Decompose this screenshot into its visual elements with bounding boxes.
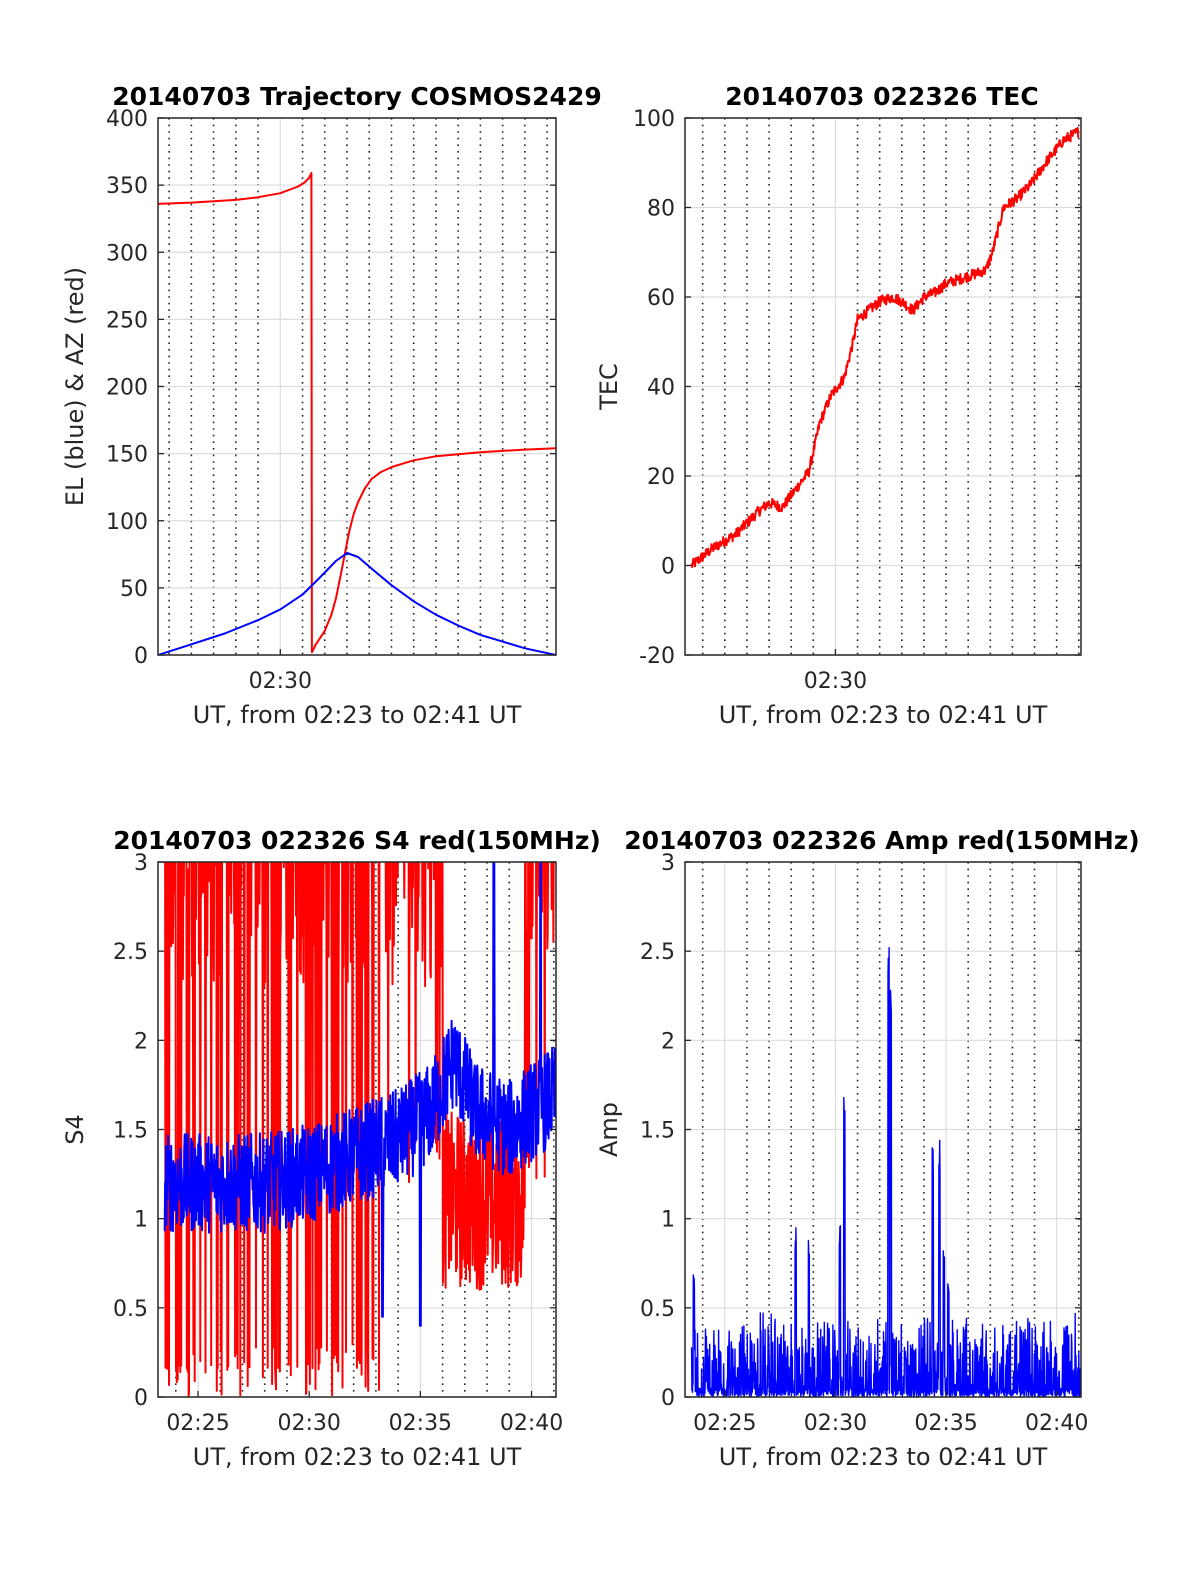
- chart-s4: 0 0.5 1 1.5 2 2.5 3 02:25 02:30 02:35 02:40 2014070…: [61, 826, 601, 1471]
- x-tick-label: 02:25: [693, 1411, 756, 1436]
- y-tick-label: 100: [633, 107, 675, 132]
- y-tick-label: 0: [134, 1386, 148, 1411]
- y-tick-label: 80: [647, 197, 675, 222]
- x-axis-label: UT, from 02:23 to 02:41 UT: [719, 701, 1048, 729]
- y-tick-label: 0.5: [640, 1297, 675, 1322]
- chart-tec: -20 0 20 40 60 80 100 02:30 20140703 022326 TEC U…: [595, 82, 1082, 729]
- chart-title: 20140703 022326 S4 red(150MHz): [113, 826, 601, 855]
- x-tick-label: 02:40: [500, 1411, 563, 1436]
- y-tick-label: 2.5: [640, 940, 675, 965]
- y-tick-label: 150: [106, 443, 148, 468]
- y-tick-label: 2: [661, 1029, 675, 1054]
- series-group: [158, 172, 556, 655]
- y-tick-label: 0: [134, 644, 148, 669]
- y-tick-label: 0: [661, 555, 675, 580]
- y-axis-label: S4: [61, 1114, 89, 1145]
- chart-title: 20140703 022326 TEC: [725, 82, 1038, 111]
- y-tick-label: 100: [106, 510, 148, 535]
- y-axis-label: EL (blue) & AZ (red): [61, 267, 89, 506]
- y-tick-label: 50: [120, 577, 148, 602]
- x-tick-label: 02:35: [914, 1411, 977, 1436]
- x-axis-label: UT, from 02:23 to 02:41 UT: [193, 701, 522, 729]
- y-tick-label: 0.5: [113, 1297, 148, 1322]
- y-tick-label: 0: [661, 1386, 675, 1411]
- series-line-az: [158, 172, 556, 654]
- y-tick-label: -20: [639, 644, 675, 669]
- chart-amp: 0 0.5 1 1.5 2 2.5 3 02:25 02:30 02:35 02:40 2014070…: [595, 826, 1140, 1471]
- x-tick-label: 02:30: [804, 669, 867, 694]
- y-tick-label: 350: [106, 174, 148, 199]
- x-axis-label: UT, from 02:23 to 02:41 UT: [193, 1443, 522, 1471]
- x-tick-label: 02:30: [249, 669, 312, 694]
- series-line-el: [158, 552, 556, 655]
- x-tick-label: 02:40: [1025, 1411, 1088, 1436]
- y-tick-label: 1: [661, 1208, 675, 1233]
- y-tick-label: 20: [647, 465, 675, 490]
- y-tick-label: 2: [134, 1029, 148, 1054]
- y-tick-label: 60: [647, 286, 675, 311]
- chart-title: 20140703 Trajectory COSMOS2429: [112, 82, 602, 111]
- chart-trajectory: 0 50 100 150 200 250 300 350 400 02:30 20140703 Tr…: [61, 82, 602, 729]
- series-line-amp: [690, 947, 1081, 1397]
- series-line-tec: [690, 126, 1080, 569]
- series-group: [690, 126, 1080, 569]
- series-line-s4-blue: [163, 862, 556, 1327]
- y-tick-label: 400: [106, 107, 148, 132]
- y-tick-label: 1.5: [640, 1119, 675, 1144]
- y-axis-label: Amp: [595, 1102, 623, 1157]
- x-tick-label: 02:30: [277, 1411, 340, 1436]
- y-tick-label: 3: [661, 851, 675, 876]
- y-tick-label: 250: [106, 308, 148, 333]
- series-group: [163, 862, 556, 1397]
- series-group: [690, 947, 1081, 1397]
- y-tick-label: 3: [134, 851, 148, 876]
- x-tick-label: 02:30: [804, 1411, 867, 1436]
- x-axis-label: UT, from 02:23 to 02:41 UT: [719, 1443, 1048, 1471]
- y-tick-label: 2.5: [113, 940, 148, 965]
- chart-title: 20140703 022326 Amp red(150MHz): [624, 826, 1140, 855]
- y-tick-label: 1.5: [113, 1119, 148, 1144]
- y-tick-label: 300: [106, 241, 148, 266]
- y-tick-label: 1: [134, 1208, 148, 1233]
- x-tick-label: 02:25: [166, 1411, 229, 1436]
- series-line-s4-red: [164, 862, 555, 1397]
- y-axis-label: TEC: [595, 363, 623, 411]
- y-tick-label: 40: [647, 376, 675, 401]
- x-tick-label: 02:35: [389, 1411, 452, 1436]
- y-tick-label: 200: [106, 376, 148, 401]
